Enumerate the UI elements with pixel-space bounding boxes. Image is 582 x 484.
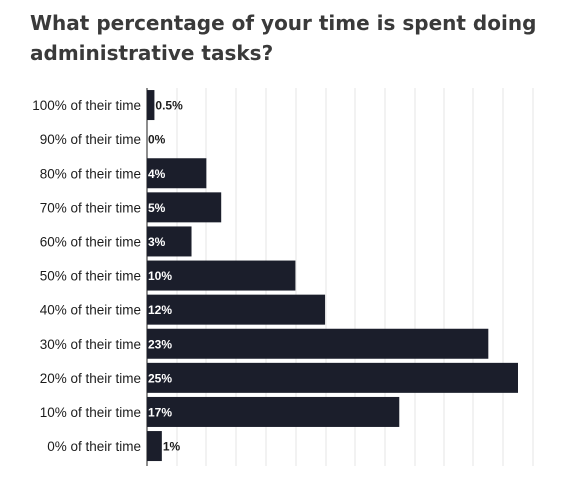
category-label-5: 50% of their time <box>40 269 141 284</box>
category-label-3: 70% of their time <box>40 200 141 215</box>
bars <box>147 90 518 462</box>
value-label-6: 12% <box>148 303 172 317</box>
category-label-6: 40% of their time <box>40 303 141 318</box>
category-label-2: 80% of their time <box>40 166 141 181</box>
value-label-7: 23% <box>148 337 172 351</box>
bar-10 <box>147 431 162 462</box>
value-label-2: 4% <box>148 167 166 181</box>
bar-7 <box>147 328 489 359</box>
category-label-7: 30% of their time <box>40 337 141 352</box>
value-label-10: 1% <box>163 440 181 454</box>
bar-5 <box>147 260 296 291</box>
bar-3 <box>147 192 222 223</box>
value-label-4: 3% <box>148 235 166 249</box>
bar-2 <box>147 158 207 189</box>
bar-4 <box>147 226 192 257</box>
category-labels: 100% of their time 90% of their time 80% o… <box>32 98 141 454</box>
bar-6 <box>147 294 326 325</box>
value-labels: 0.5% 0% 4% 5% 3% 10% 12% 23% 25% 17% 1% <box>148 99 183 454</box>
category-label-9: 10% of their time <box>40 405 141 420</box>
value-label-0: 0.5% <box>155 99 183 113</box>
category-label-4: 60% of their time <box>40 234 141 249</box>
category-label-10: 0% of their time <box>47 439 141 454</box>
category-label-1: 90% of their time <box>40 132 141 147</box>
bar-0 <box>147 90 155 121</box>
category-label-8: 20% of their time <box>40 371 141 386</box>
chart-title: What percentage of your time is spent do… <box>30 11 537 65</box>
value-label-9: 17% <box>148 405 172 419</box>
value-label-1: 0% <box>148 133 166 147</box>
value-label-8: 25% <box>148 371 172 385</box>
bar-9 <box>147 396 400 427</box>
bar-8 <box>147 362 518 393</box>
value-label-5: 10% <box>148 269 172 283</box>
value-label-3: 5% <box>148 201 166 215</box>
category-label-0: 100% of their time <box>32 98 141 113</box>
